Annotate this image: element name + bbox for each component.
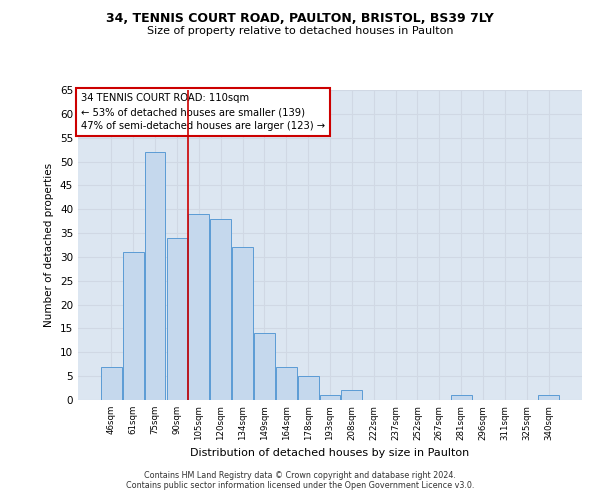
X-axis label: Distribution of detached houses by size in Paulton: Distribution of detached houses by size … (190, 448, 470, 458)
Bar (451, 395, 472, 400)
Bar (320, 395, 340, 400)
Bar (210, 219, 231, 400)
Bar (232, 248, 253, 400)
Bar (254, 333, 275, 400)
Bar (101, 366, 122, 400)
Bar (167, 238, 187, 400)
Text: 34 TENNIS COURT ROAD: 110sqm
← 53% of detached houses are smaller (139)
47% of s: 34 TENNIS COURT ROAD: 110sqm ← 53% of de… (80, 93, 325, 131)
Bar (538, 395, 559, 400)
Bar (123, 252, 143, 400)
Bar (188, 214, 209, 400)
Bar (341, 390, 362, 400)
Text: Contains HM Land Registry data © Crown copyright and database right 2024.
Contai: Contains HM Land Registry data © Crown c… (126, 470, 474, 490)
Bar (298, 376, 319, 400)
Y-axis label: Number of detached properties: Number of detached properties (44, 163, 55, 327)
Text: Size of property relative to detached houses in Paulton: Size of property relative to detached ho… (147, 26, 453, 36)
Bar (145, 152, 166, 400)
Bar (276, 366, 296, 400)
Text: 34, TENNIS COURT ROAD, PAULTON, BRISTOL, BS39 7LY: 34, TENNIS COURT ROAD, PAULTON, BRISTOL,… (106, 12, 494, 26)
